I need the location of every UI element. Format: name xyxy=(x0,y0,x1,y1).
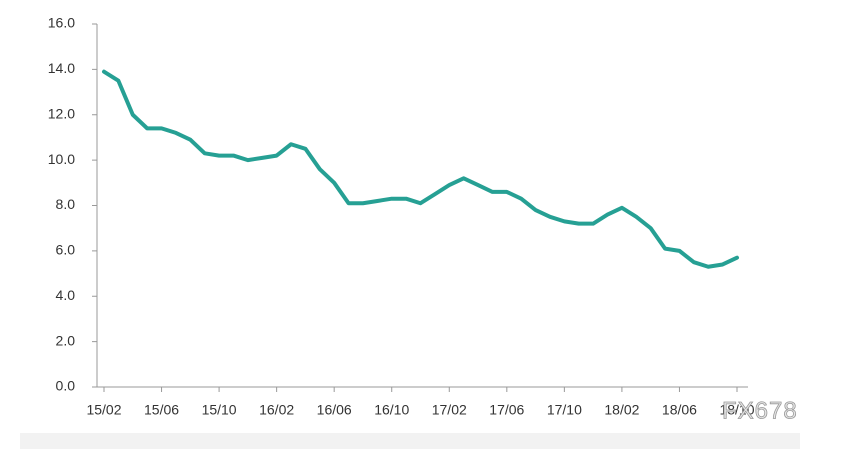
y-tick-label: 0.0 xyxy=(56,378,76,394)
line xyxy=(102,69,739,269)
x-tick-label: 15/02 xyxy=(86,402,121,418)
x-tick-label: 18/10 xyxy=(719,402,754,418)
y-tick-label: 6.0 xyxy=(56,242,76,258)
x-tick-label: 16/10 xyxy=(374,402,409,418)
y-tick-label: 8.0 xyxy=(56,196,76,212)
y-tick-label: 10.0 xyxy=(48,151,75,167)
y-tick-label: 2.0 xyxy=(56,332,76,348)
y-tick-label: 4.0 xyxy=(56,287,76,303)
watermark: FX678 xyxy=(722,397,798,424)
bottom-band xyxy=(20,433,800,449)
y-tick-label: 16.0 xyxy=(48,15,75,31)
x-tick-label: 16/06 xyxy=(317,402,352,418)
x-tick-label: 15/10 xyxy=(202,402,237,418)
x-tick-label: 17/02 xyxy=(432,402,467,418)
x-tick-label: 16/02 xyxy=(259,402,294,418)
x-tick-label: 15/06 xyxy=(144,402,179,418)
y-tick-label: 14.0 xyxy=(48,60,75,76)
y-tick-label: 12.0 xyxy=(48,105,75,121)
x-tick-label: 17/10 xyxy=(547,402,582,418)
x-tick-label: 17/06 xyxy=(489,402,524,418)
x-tick-label: 18/02 xyxy=(604,402,639,418)
x-tick-label: 18/06 xyxy=(662,402,697,418)
